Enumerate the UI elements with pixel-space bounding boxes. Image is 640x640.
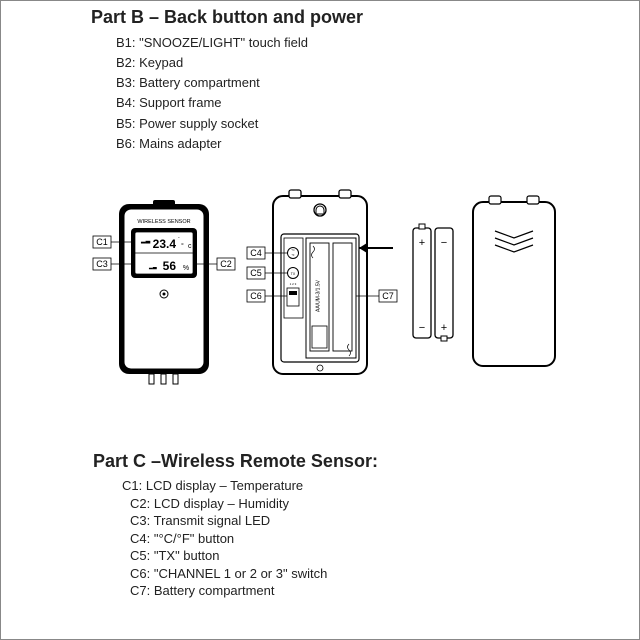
svg-text:TX: TX: [291, 272, 296, 276]
part-b-item: B5: Power supply socket: [116, 114, 308, 134]
sensor-diagram: WIRELESS SENSOR ▂▃ 23.4 - ° c 56 % ▂▃ C1…: [91, 176, 561, 431]
part-c-item: C4: "°C/°F" button: [122, 531, 327, 546]
part-c-item: C7: Battery compartment: [122, 583, 327, 598]
svg-text:C7: C7: [382, 291, 394, 301]
part-c-item: C6: "CHANNEL 1 or 2 or 3" switch: [122, 566, 327, 581]
part-b-item: B3: Battery compartment: [116, 73, 308, 93]
part-c-item: C3: Transmit signal LED: [122, 513, 327, 528]
svg-text:56: 56: [163, 259, 177, 273]
part-c-list: C1: LCD display – Temperature C2: LCD di…: [122, 478, 327, 601]
svg-text:°: °: [181, 242, 184, 250]
svg-text:C6: C6: [250, 291, 262, 301]
svg-text:c: c: [188, 243, 192, 250]
part-b-item: B4: Support frame: [116, 93, 308, 113]
svg-text:−: −: [419, 322, 425, 334]
svg-text:AA/UM-3/1.5V: AA/UM-3/1.5V: [316, 279, 322, 312]
part-b-heading: Part B – Back button and power: [91, 7, 363, 28]
part-b-item: B2: Keypad: [116, 53, 308, 73]
svg-text:▂▃: ▂▃: [140, 238, 151, 244]
svg-text:−: −: [441, 237, 447, 249]
part-b-item: B6: Mains adapter: [116, 134, 308, 154]
part-b-list: B1: "SNOOZE/LIGHT" touch field B2: Keypa…: [116, 33, 308, 154]
svg-text:C4: C4: [250, 248, 262, 258]
svg-text:C5: C5: [250, 268, 262, 278]
part-c-item: C5: "TX" button: [122, 548, 327, 563]
svg-text:WIRELESS SENSOR: WIRELESS SENSOR: [137, 219, 190, 225]
svg-text:▂▃: ▂▃: [148, 264, 157, 270]
svg-text:1 2 3: 1 2 3: [290, 282, 297, 286]
svg-text:C1: C1: [96, 237, 108, 247]
part-b-item: B1: "SNOOZE/LIGHT" touch field: [116, 33, 308, 53]
svg-text:+: +: [419, 237, 425, 249]
part-c-item: C1: LCD display – Temperature: [122, 478, 327, 493]
svg-text:23.4: 23.4: [153, 237, 177, 251]
svg-text:+: +: [441, 322, 447, 334]
part-c-heading: Part C –Wireless Remote Sensor:: [93, 451, 378, 472]
svg-text:C3: C3: [96, 259, 108, 269]
svg-text:°F: °F: [291, 253, 294, 257]
svg-text:C2: C2: [220, 259, 232, 269]
part-c-item: C2: LCD display – Humidity: [122, 496, 327, 511]
svg-text:%: %: [183, 265, 189, 272]
